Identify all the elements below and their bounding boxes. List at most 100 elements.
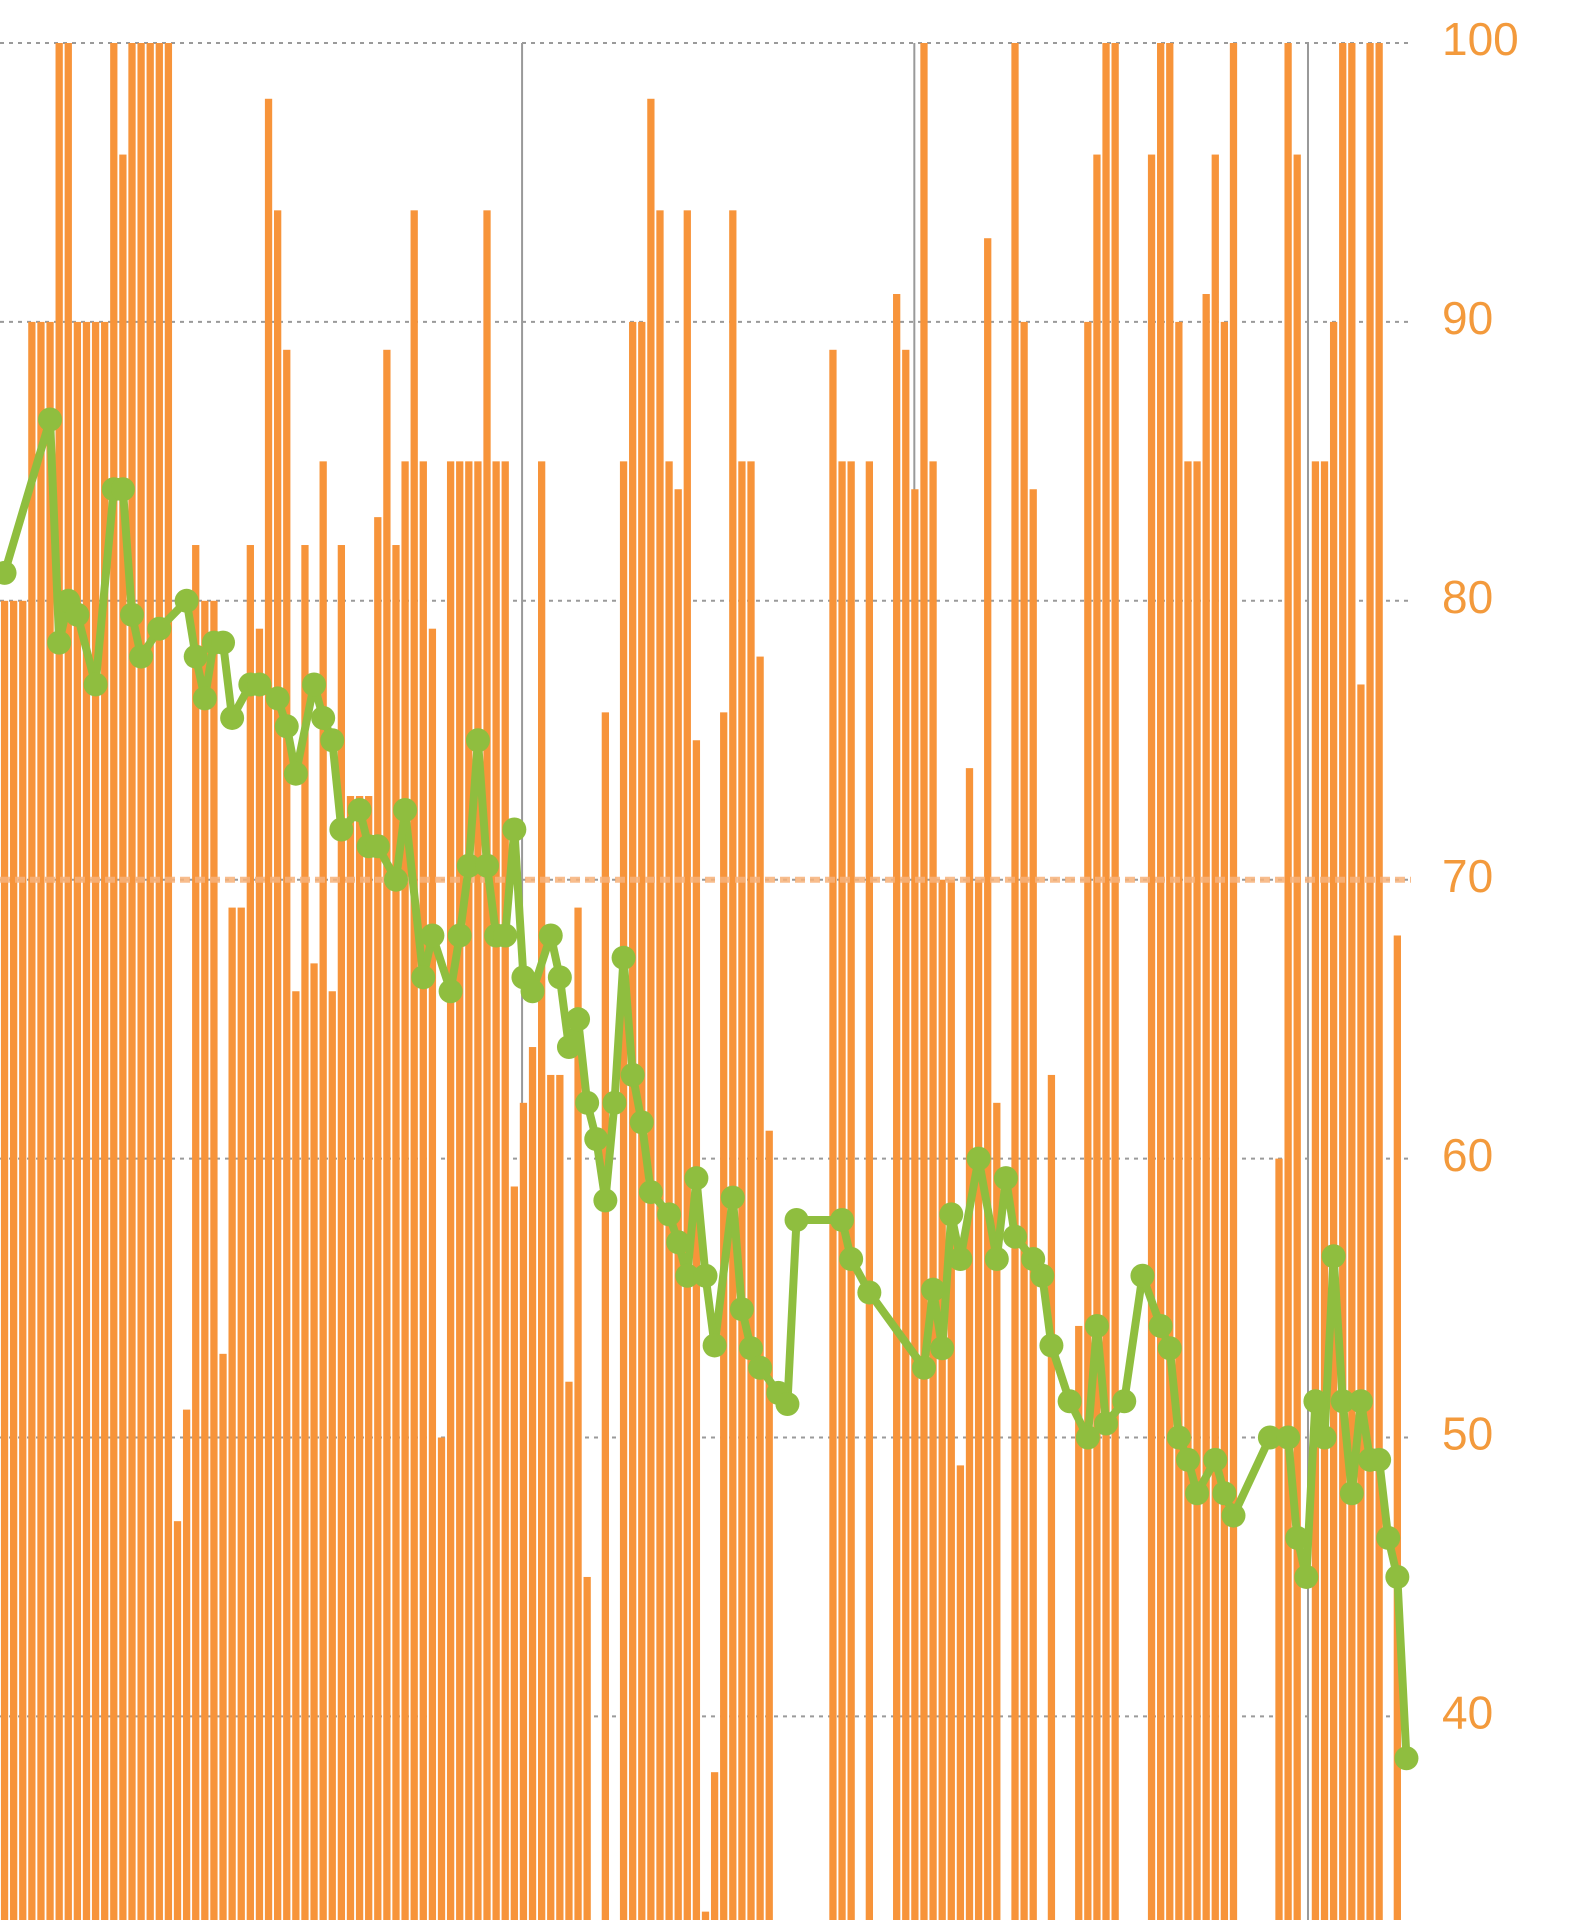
point [638, 1180, 663, 1205]
bar [301, 545, 309, 1920]
point [748, 1355, 773, 1380]
bar [656, 210, 664, 1920]
bar [246, 545, 254, 1920]
point [393, 797, 418, 822]
bar [1393, 935, 1401, 1920]
bar [101, 321, 109, 1920]
bar [264, 98, 273, 1920]
y-tick-label: 50 [1442, 1408, 1493, 1460]
point [1030, 1263, 1055, 1288]
point [1276, 1425, 1301, 1450]
line-bridge [1120, 1271, 1147, 1406]
line [310, 680, 346, 834]
bar [383, 349, 391, 1920]
point [0, 560, 17, 585]
bar [19, 600, 27, 1920]
line-bridge [865, 1288, 928, 1372]
point [775, 1392, 800, 1417]
bar [401, 461, 409, 1920]
bar [1348, 43, 1356, 1920]
bar [756, 656, 764, 1920]
point [948, 1247, 973, 1272]
bar [319, 461, 327, 1920]
bar [64, 43, 72, 1920]
bar [1093, 154, 1101, 1920]
bar [1020, 321, 1028, 1920]
point [1075, 1425, 1100, 1450]
bar [219, 1353, 227, 1920]
bar [1320, 461, 1329, 1920]
point [666, 1230, 691, 1255]
bar [947, 879, 955, 1920]
point [274, 714, 299, 739]
point [739, 1336, 764, 1361]
point [493, 923, 518, 948]
line-bridge [73, 610, 100, 689]
bar [37, 321, 45, 1920]
bar [1211, 154, 1219, 1920]
point [265, 686, 290, 711]
point [1348, 1389, 1373, 1414]
line-bridge [401, 805, 428, 982]
line-bridge [710, 1193, 737, 1350]
bar [893, 294, 901, 1920]
bar [647, 98, 655, 1920]
bar [410, 210, 418, 1920]
bar [902, 349, 910, 1920]
bar [665, 461, 673, 1920]
bar [355, 796, 364, 1920]
point [1312, 1425, 1337, 1450]
point [1175, 1447, 1200, 1472]
point [1339, 1481, 1364, 1506]
point [147, 616, 172, 641]
bar [428, 628, 437, 1920]
bar [911, 489, 919, 1920]
point [1157, 1336, 1182, 1361]
bar [519, 1102, 528, 1920]
point [657, 1202, 682, 1227]
point [475, 853, 500, 878]
point [911, 1355, 936, 1380]
bar [1229, 43, 1238, 1920]
point [784, 1207, 809, 1232]
bar [446, 461, 455, 1920]
point [502, 817, 527, 842]
point [1185, 1481, 1210, 1506]
line [109, 485, 146, 661]
point [1057, 1389, 1082, 1414]
bar [1184, 461, 1192, 1920]
bar [683, 210, 691, 1920]
point [675, 1263, 700, 1288]
bar [110, 43, 118, 1920]
bar [984, 238, 992, 1920]
point [556, 1035, 581, 1060]
point [1303, 1389, 1328, 1414]
bar [292, 991, 300, 1920]
line-bridge [0, 415, 55, 577]
point [329, 817, 354, 842]
bar [1084, 321, 1092, 1920]
bar [829, 349, 837, 1920]
bar [710, 1772, 719, 1920]
bar [10, 600, 18, 1920]
bar [1157, 43, 1165, 1920]
bar [538, 461, 546, 1920]
point [411, 965, 436, 990]
point [456, 853, 481, 878]
y-tick-label: 60 [1442, 1129, 1493, 1181]
point [438, 979, 463, 1004]
bar [1075, 1325, 1083, 1920]
bar [437, 1437, 446, 1920]
point [47, 630, 72, 655]
bar [82, 321, 91, 1920]
bar [501, 461, 509, 1920]
point [1148, 1313, 1173, 1338]
point [174, 588, 199, 613]
bar [137, 43, 145, 1920]
bar [164, 43, 173, 1920]
line-bridge [974, 1154, 1001, 1264]
bar [228, 907, 236, 1920]
bar [46, 321, 54, 1920]
bar [929, 461, 937, 1920]
point [921, 1277, 946, 1302]
